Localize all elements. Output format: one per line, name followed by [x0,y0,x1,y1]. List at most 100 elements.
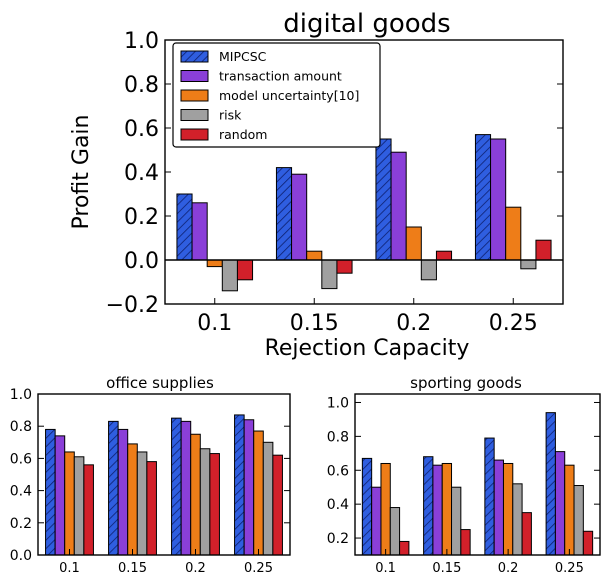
bar [108,420,119,556]
bar [176,193,193,261]
bar [490,138,507,261]
legend-swatch [180,70,209,82]
bar [390,151,407,261]
bar [272,454,283,556]
bar-group [45,414,283,556]
bar [54,435,66,556]
plot-frame [37,393,291,556]
bar [243,419,255,556]
bar [275,167,293,261]
bar [535,239,552,261]
y-tick-label: 0.6 [327,463,349,479]
x-tick-label: 0.25 [489,311,538,336]
bar [146,461,157,556]
legend-swatch [180,128,209,141]
bar [253,430,264,556]
bar [521,512,532,556]
bar [423,456,434,556]
bar [554,451,566,556]
x-tick-label: 0.25 [555,561,584,573]
y-tick-label: 0.6 [10,451,32,467]
bar [236,259,254,281]
bar [564,464,575,556]
bar-group [361,412,594,556]
legend-label: random [219,127,267,142]
legend-label: model uncertainty[10] [219,88,359,103]
y-tick-label: 0.2 [327,531,349,547]
y-tick-label: −0.2 [106,293,159,318]
bar-group [176,134,552,292]
bar [375,138,392,261]
bar [493,459,504,556]
plot-frame [354,393,601,556]
bar [582,530,594,556]
bar [405,226,422,261]
chart-digital-goods: digital goods Profit Gain Rejection Capa… [69,9,564,361]
y-tick-label: 0.6 [124,117,159,142]
bar [191,202,208,261]
x-tick-label: 0.1 [59,561,80,573]
bar [505,206,522,261]
bar [502,462,514,556]
bar [451,486,462,556]
bar [171,417,182,556]
bar [136,451,148,556]
bar [206,259,223,268]
bar [64,451,75,556]
bar [389,507,401,556]
bar [291,173,308,261]
y-tick-label: 0.0 [124,249,159,274]
bar [520,259,537,270]
x-tick-label: 0.1 [375,561,396,573]
x-axis-label: Rejection Capacity [265,336,470,361]
x-tick-label: 0.15 [118,561,147,573]
bar [199,448,211,556]
y-tick-label: 1.0 [124,29,159,54]
y-tick-label: 0.4 [327,497,349,513]
x-tick-label: 0.15 [432,561,461,573]
y-tick-label: 0.2 [10,516,32,532]
y-tick-label: 0.0 [10,548,32,564]
bar [45,428,56,556]
bar [83,464,94,556]
bar [380,462,391,556]
y-axis-label: Profit Gain [69,115,94,230]
bar [435,250,453,261]
chart-title: sporting goods [410,374,522,392]
axes: 0.0 0.2 0.4 0.6 0.8 1.0 0.1 0.15 0.2 0.25 [10,387,291,573]
bar [420,259,437,281]
bar [512,483,523,556]
chart-sporting-goods: sporting goods 0.20.40.60.81.00.1 0.15 0.2… [327,374,601,573]
bar [484,437,495,556]
bar [306,250,323,261]
x-tick-label: 0.1 [197,311,232,336]
bar [321,259,338,290]
legend-box [172,42,381,148]
legend-swatch [180,89,209,102]
bar [371,486,382,556]
x-tick-label: 0.15 [290,311,339,336]
legend-label: transaction amount [219,69,342,84]
x-tick-label: 0.2 [498,561,519,573]
bar [209,453,220,556]
bar [474,134,492,261]
x-tick-label: 0.2 [396,311,431,336]
legend-label: MIPCSC [219,49,267,64]
bar [180,420,192,556]
bar [221,259,238,292]
bar [441,462,453,556]
bar [399,540,410,556]
y-tick-label: 0.8 [124,73,159,98]
bar [336,259,353,274]
bar [190,433,201,556]
y-tick-label: 0.4 [10,484,32,500]
bar [573,485,584,556]
y-tick-label: 0.2 [124,205,159,230]
legend-swatch [180,109,209,121]
bar [432,464,443,556]
legend: MIPCSC transaction amount model uncertaint… [172,42,381,148]
bar [234,414,245,556]
bar [73,456,85,556]
y-tick-label: 0.8 [10,419,32,435]
